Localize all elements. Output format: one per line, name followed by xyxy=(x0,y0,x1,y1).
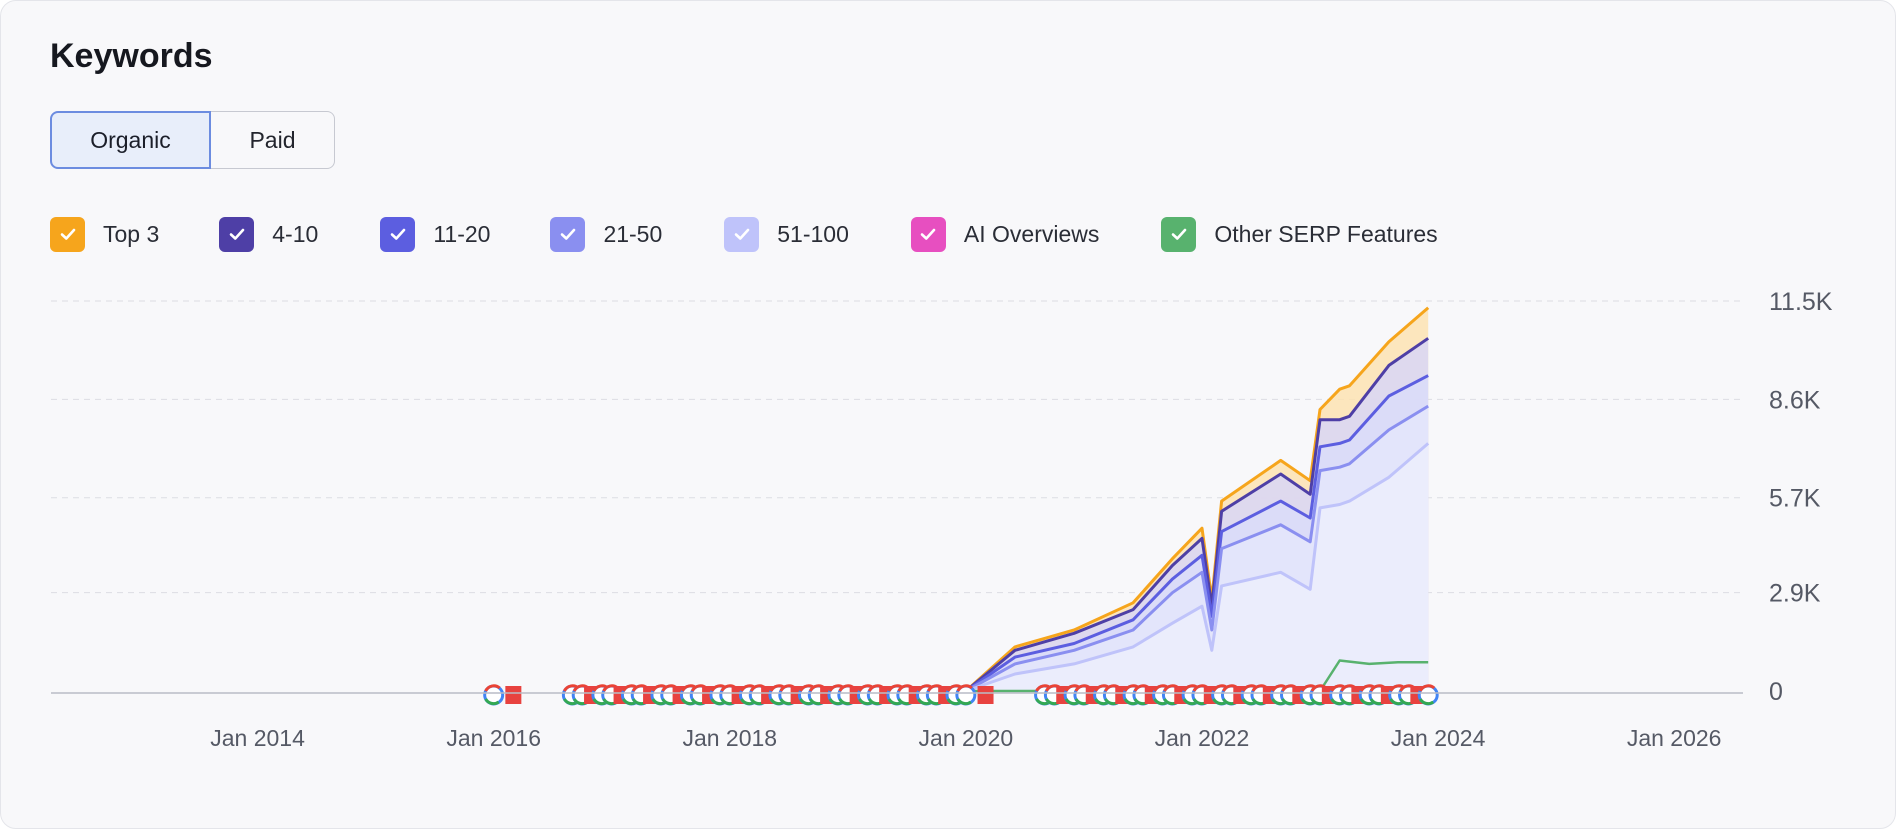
x-tick-label: Jan 2018 xyxy=(682,725,777,751)
series-line-top-3[interactable] xyxy=(964,306,1430,693)
y-tick-label: 2.9K xyxy=(1769,580,1821,608)
check-icon[interactable] xyxy=(219,216,255,252)
series-line-51-100[interactable] xyxy=(965,442,1430,693)
legend-label: 21-50 xyxy=(603,220,663,247)
legend-item-4-10[interactable]: 4-10 xyxy=(219,216,319,252)
legend-label: 4-10 xyxy=(272,220,319,247)
keywords-area-chart[interactable]: 11.5K 8.6K 5.7K 2.9K 0 Jan 2014 Jan 2016 Jan 20… xyxy=(1,271,1896,771)
grid-lines xyxy=(51,300,1743,594)
legend-item-11-20[interactable]: 11-20 xyxy=(380,216,491,252)
x-tick-label: Jan 2026 xyxy=(1627,725,1722,751)
legend-label: Other SERP Features xyxy=(1214,220,1438,247)
g-marker-arc xyxy=(1418,698,1435,706)
area-51-100 xyxy=(965,443,1429,691)
axes: 11.5K 8.6K 5.7K 2.9K 0 Jan 2014 Jan 2016 Jan 20… xyxy=(51,288,1833,751)
organic-paid-toggle: Organic Paid xyxy=(50,111,335,171)
check-icon[interactable] xyxy=(1161,216,1197,252)
legend-label: 51-100 xyxy=(777,220,849,247)
check-icon[interactable] xyxy=(910,216,946,252)
x-tick-label: Jan 2024 xyxy=(1391,725,1486,751)
series-line-11-20[interactable] xyxy=(965,374,1429,693)
y-tick-label: 11.5K xyxy=(1769,288,1833,316)
y-tick-label: 5.7K xyxy=(1769,485,1821,513)
google-update-icon[interactable] xyxy=(955,684,977,706)
google-update-markers[interactable] xyxy=(483,684,1439,706)
series-line-4-10[interactable] xyxy=(964,337,1430,693)
legend-item-top3[interactable]: Top 3 xyxy=(50,216,160,252)
x-tick-label: Jan 2020 xyxy=(919,725,1014,751)
legend-item-other-serp[interactable]: Other SERP Features xyxy=(1161,216,1438,252)
legend-label: Top 3 xyxy=(103,220,160,247)
y-tick-label: 8.6K xyxy=(1769,386,1821,414)
x-tick-label: Jan 2022 xyxy=(1155,725,1250,751)
series-areas xyxy=(964,306,1430,693)
check-icon[interactable] xyxy=(380,216,416,252)
flag-marker[interactable] xyxy=(505,686,522,704)
google-update-icon[interactable] xyxy=(505,686,522,704)
g-marker-arc xyxy=(1418,684,1436,692)
series-line-21-50[interactable] xyxy=(965,404,1429,693)
legend-item-21-50[interactable]: 21-50 xyxy=(550,216,663,252)
google-update-icon[interactable] xyxy=(977,686,994,704)
check-icon[interactable] xyxy=(724,216,760,252)
legend-label: AI Overviews xyxy=(963,220,1100,247)
google-update-icon[interactable] xyxy=(1417,684,1439,706)
chart-legend: Top 3 4-10 11-20 21-50 51-100 AI Overvie… xyxy=(50,215,1438,253)
g-marker-arc xyxy=(956,684,973,692)
g-marker-arc xyxy=(484,684,501,692)
legend-label: 11-20 xyxy=(433,220,491,247)
check-icon[interactable] xyxy=(550,216,586,252)
legend-item-51-100[interactable]: 51-100 xyxy=(724,216,849,252)
x-tick-label: Jan 2014 xyxy=(210,725,305,751)
card-title: Keywords xyxy=(50,37,213,75)
x-tick-label: Jan 2016 xyxy=(446,725,541,751)
g-marker-arc xyxy=(956,698,972,706)
legend-item-ai-overviews[interactable]: AI Overviews xyxy=(910,216,1100,252)
tab-paid[interactable]: Paid xyxy=(211,111,335,169)
tab-organic[interactable]: Organic xyxy=(50,111,211,169)
y-tick-label: 0 xyxy=(1769,678,1783,706)
flag-marker[interactable] xyxy=(977,686,994,704)
g-marker-arc xyxy=(484,698,500,706)
check-icon[interactable] xyxy=(50,216,85,252)
google-update-icon[interactable] xyxy=(483,684,505,706)
